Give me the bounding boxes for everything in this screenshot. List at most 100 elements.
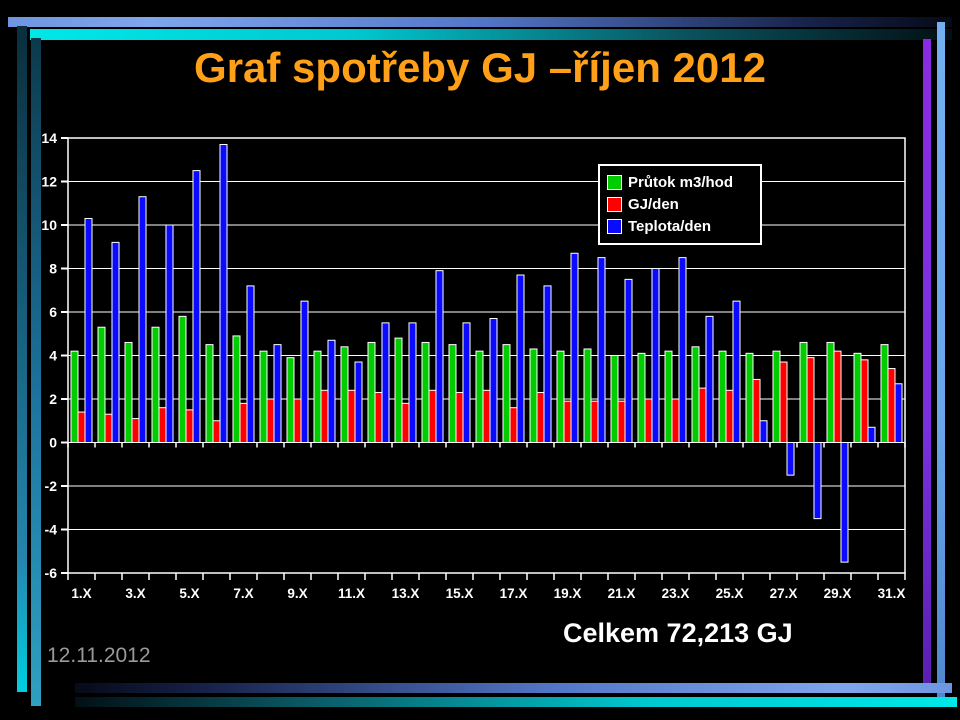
svg-text:-6: -6 — [45, 565, 58, 581]
bar-teplota-den-day-31 — [894, 383, 903, 443]
svg-text:6: 6 — [49, 304, 57, 320]
svg-text:10: 10 — [41, 217, 57, 233]
svg-text:27.X: 27.X — [770, 586, 798, 601]
bar-gj-den-day-2 — [104, 413, 113, 444]
bar-teplota-den-day-20 — [597, 257, 606, 443]
bar-pr-tok-m3-hod-day-24 — [691, 346, 700, 443]
bar-pr-tok-m3-hod-day-19 — [556, 350, 565, 443]
left-border-stripe-outer — [17, 26, 27, 692]
right-border-stripe-blue — [937, 22, 945, 702]
bar-pr-tok-m3-hod-day-14 — [421, 341, 430, 444]
bar-gj-den-day-9 — [293, 398, 302, 443]
bar-gj-den-day-1 — [77, 411, 86, 443]
svg-text:13.X: 13.X — [392, 586, 420, 601]
legend-item-teplota: Teplota/den — [607, 215, 753, 237]
bar-teplota-den-day-15 — [462, 322, 471, 443]
bar-gj-den-day-21 — [617, 400, 626, 443]
bar-teplota-den-day-11 — [354, 361, 363, 443]
legend-swatch-green — [607, 174, 622, 190]
svg-text:14: 14 — [41, 130, 57, 146]
legend-label: GJ/den — [628, 195, 679, 213]
svg-text:5.X: 5.X — [179, 586, 199, 601]
bar-teplota-den-day-8 — [273, 344, 282, 443]
svg-text:31.X: 31.X — [878, 586, 906, 601]
svg-text:8: 8 — [49, 261, 57, 277]
bar-gj-den-day-18 — [536, 391, 545, 444]
legend-swatch-blue — [607, 218, 622, 234]
bar-pr-tok-m3-hod-day-8 — [259, 350, 268, 443]
svg-text:7.X: 7.X — [233, 586, 253, 601]
svg-text:-4: -4 — [45, 522, 58, 538]
bar-gj-den-day-13 — [401, 402, 410, 444]
bar-pr-tok-m3-hod-day-4 — [151, 326, 160, 444]
bar-gj-den-day-11 — [347, 389, 356, 443]
bar-pr-tok-m3-hod-day-3 — [124, 341, 133, 444]
top-border-blue-bar — [8, 17, 952, 27]
bar-teplota-den-day-18 — [543, 285, 552, 443]
bar-gj-den-day-30 — [860, 359, 869, 444]
bar-teplota-den-day-5 — [192, 170, 201, 443]
bar-teplota-den-day-16 — [489, 318, 498, 443]
svg-text:12: 12 — [41, 174, 57, 190]
bar-teplota-den-day-12 — [381, 322, 390, 443]
bar-pr-tok-m3-hod-day-12 — [367, 341, 376, 444]
bar-gj-den-day-20 — [590, 400, 599, 443]
legend-label: Teplota/den — [628, 217, 712, 235]
bar-pr-tok-m3-hod-day-26 — [745, 352, 754, 444]
bar-teplota-den-day-14 — [435, 270, 444, 443]
svg-text:3.X: 3.X — [125, 586, 145, 601]
bar-teplota-den-day-30 — [867, 426, 876, 443]
bar-pr-tok-m3-hod-day-6 — [205, 344, 214, 443]
bar-pr-tok-m3-hod-day-13 — [394, 337, 403, 444]
bar-pr-tok-m3-hod-day-7 — [232, 335, 241, 443]
left-border-stripe-inner — [31, 38, 41, 706]
bar-teplota-den-day-9 — [300, 300, 309, 443]
legend-item-gj: GJ/den — [607, 193, 753, 215]
svg-text:15.X: 15.X — [446, 586, 474, 601]
bar-pr-tok-m3-hod-day-20 — [583, 348, 592, 444]
bar-pr-tok-m3-hod-day-16 — [475, 350, 484, 443]
bar-gj-den-day-5 — [185, 409, 194, 443]
legend-item-prutok: Průtok m3/hod — [607, 171, 753, 193]
bar-gj-den-day-26 — [752, 378, 761, 443]
bar-gj-den-day-7 — [239, 402, 248, 444]
bar-pr-tok-m3-hod-day-18 — [529, 348, 538, 444]
bar-pr-tok-m3-hod-day-25 — [718, 350, 727, 443]
legend-swatch-red — [607, 196, 622, 212]
bar-pr-tok-m3-hod-day-9 — [286, 357, 295, 443]
slide-date: 12.11.2012 — [47, 644, 151, 667]
right-border-stripe-purple — [923, 39, 931, 687]
bar-teplota-den-day-17 — [516, 274, 525, 443]
bar-teplota-den-day-24 — [705, 315, 714, 444]
bar-teplota-den-day-21 — [624, 278, 633, 443]
bar-pr-tok-m3-hod-day-17 — [502, 344, 511, 443]
bar-pr-tok-m3-hod-day-30 — [853, 352, 862, 444]
bar-teplota-den-day-4 — [165, 224, 174, 443]
bar-pr-tok-m3-hod-day-22 — [637, 352, 646, 444]
bar-gj-den-day-19 — [563, 400, 572, 443]
bar-teplota-den-day-26 — [759, 420, 768, 443]
bar-teplota-den-day-23 — [678, 257, 687, 443]
bar-pr-tok-m3-hod-day-15 — [448, 344, 457, 443]
bar-teplota-den-day-7 — [246, 285, 255, 443]
svg-text:19.X: 19.X — [554, 586, 582, 601]
legend-label: Průtok m3/hod — [628, 173, 734, 191]
svg-text:11.X: 11.X — [338, 586, 365, 601]
svg-text:25.X: 25.X — [716, 586, 744, 601]
page-title: Graf spotřeby GJ –říjen 2012 — [194, 44, 766, 91]
bar-gj-den-day-14 — [428, 389, 437, 443]
bar-pr-tok-m3-hod-day-29 — [826, 341, 835, 444]
svg-text:29.X: 29.X — [824, 586, 852, 601]
top-border-cyan-bar — [30, 29, 952, 40]
bar-pr-tok-m3-hod-day-23 — [664, 350, 673, 443]
chart-legend: Průtok m3/hod GJ/den Teplota/den — [598, 164, 762, 245]
bar-gj-den-day-16 — [482, 389, 491, 443]
bar-gj-den-day-10 — [320, 389, 329, 443]
bar-gj-den-day-25 — [725, 389, 734, 443]
bar-teplota-den-day-28 — [813, 442, 822, 520]
bar-pr-tok-m3-hod-day-11 — [340, 346, 349, 443]
bar-teplota-den-day-22 — [651, 268, 660, 443]
